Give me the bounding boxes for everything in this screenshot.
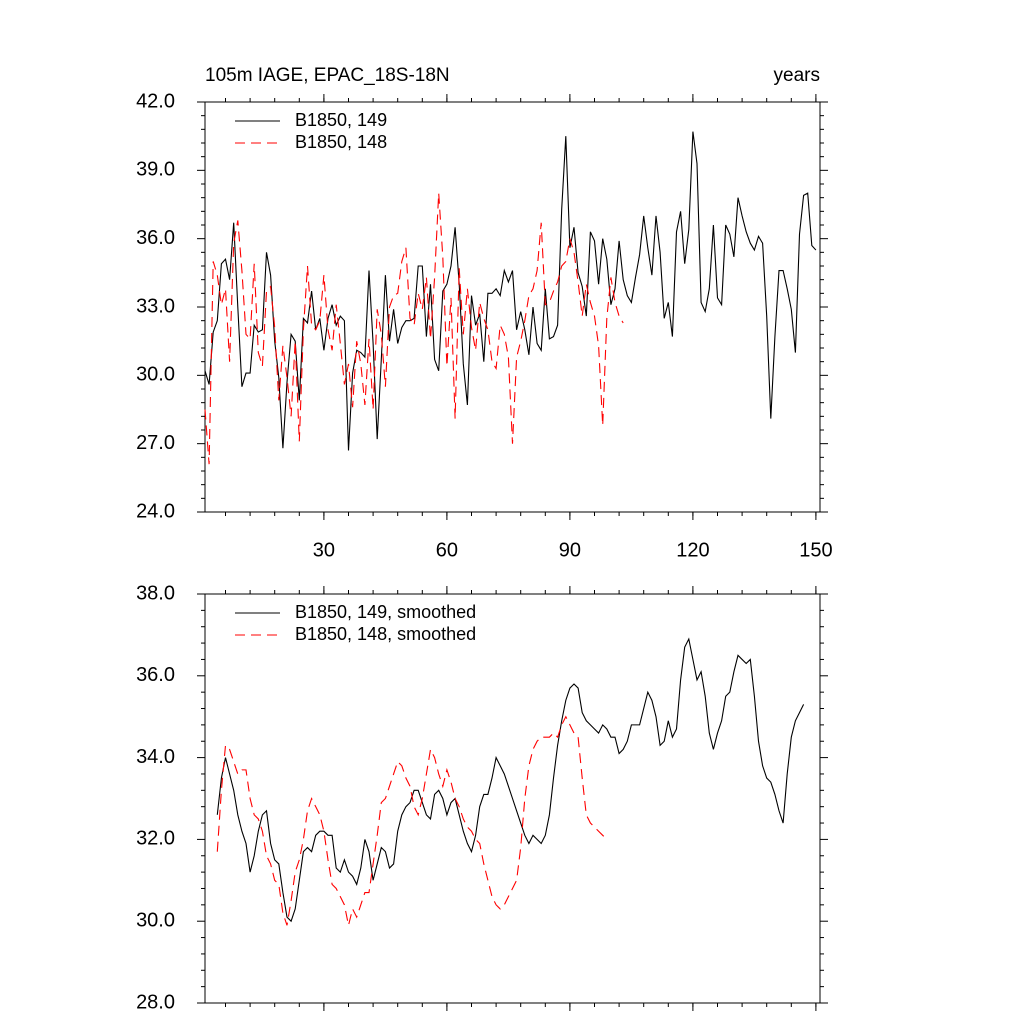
x-tick-label: 150 (799, 539, 832, 561)
y-tick-label: 28.0 (136, 991, 175, 1013)
y-tick-label: 33.0 (136, 295, 175, 317)
x-tick-label: 120 (676, 539, 709, 561)
legend-label: B1850, 148, smoothed (295, 624, 476, 644)
y-tick-label: 30.0 (136, 364, 175, 386)
x-tick-label: 60 (436, 539, 458, 561)
y-tick-label: 36.0 (136, 664, 175, 686)
y-tick-label: 38.0 (136, 582, 175, 604)
plot-frame (204, 593, 821, 1004)
x-tick-label: 90 (559, 539, 581, 561)
y-tick-label: 30.0 (136, 909, 175, 931)
legend-label: B1850, 149, smoothed (295, 602, 476, 622)
y-tick-label: 24.0 (136, 500, 175, 522)
series-line (216, 637, 805, 923)
series-line (216, 715, 608, 926)
legend-label: B1850, 149 (295, 110, 387, 130)
y-tick-label: 27.0 (136, 432, 175, 454)
y-tick-label: 34.0 (136, 746, 175, 768)
y-tick-label: 42.0 (136, 90, 175, 112)
y-tick-label: 36.0 (136, 227, 175, 249)
y-tick-label: 32.0 (136, 828, 175, 850)
chart-subtitle: years (774, 65, 820, 86)
series-line (204, 193, 624, 465)
legend-label: B1850, 148 (295, 132, 387, 152)
plot-frame (204, 101, 821, 513)
x-tick-label: 30 (313, 539, 335, 561)
y-tick-label: 39.0 (136, 159, 175, 181)
chart-title: 105m IAGE, EPAC_18S-18N (205, 65, 450, 86)
series-line (204, 131, 817, 451)
